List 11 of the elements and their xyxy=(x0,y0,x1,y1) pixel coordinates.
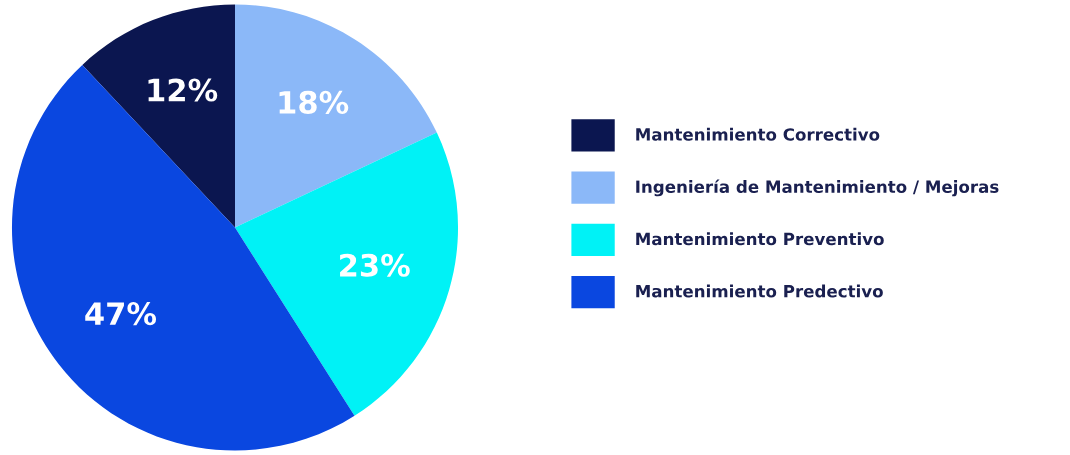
legend-label: Mantenimiento Correctivo xyxy=(636,127,880,141)
pie-slice xyxy=(235,132,458,416)
data-label: 47% xyxy=(85,302,157,326)
pie-slice xyxy=(82,4,235,228)
legend-label: Ingeniería de Mantenimiento / Mejoras xyxy=(636,179,999,197)
pie-slice xyxy=(235,4,437,228)
legend-label: Mantenimiento Preventivo xyxy=(636,232,884,246)
data-label: 23% xyxy=(340,253,410,277)
data-label: 18% xyxy=(279,90,349,114)
legend-label: Mantenimiento Predectivo xyxy=(636,284,883,298)
data-label: 12% xyxy=(148,78,218,102)
